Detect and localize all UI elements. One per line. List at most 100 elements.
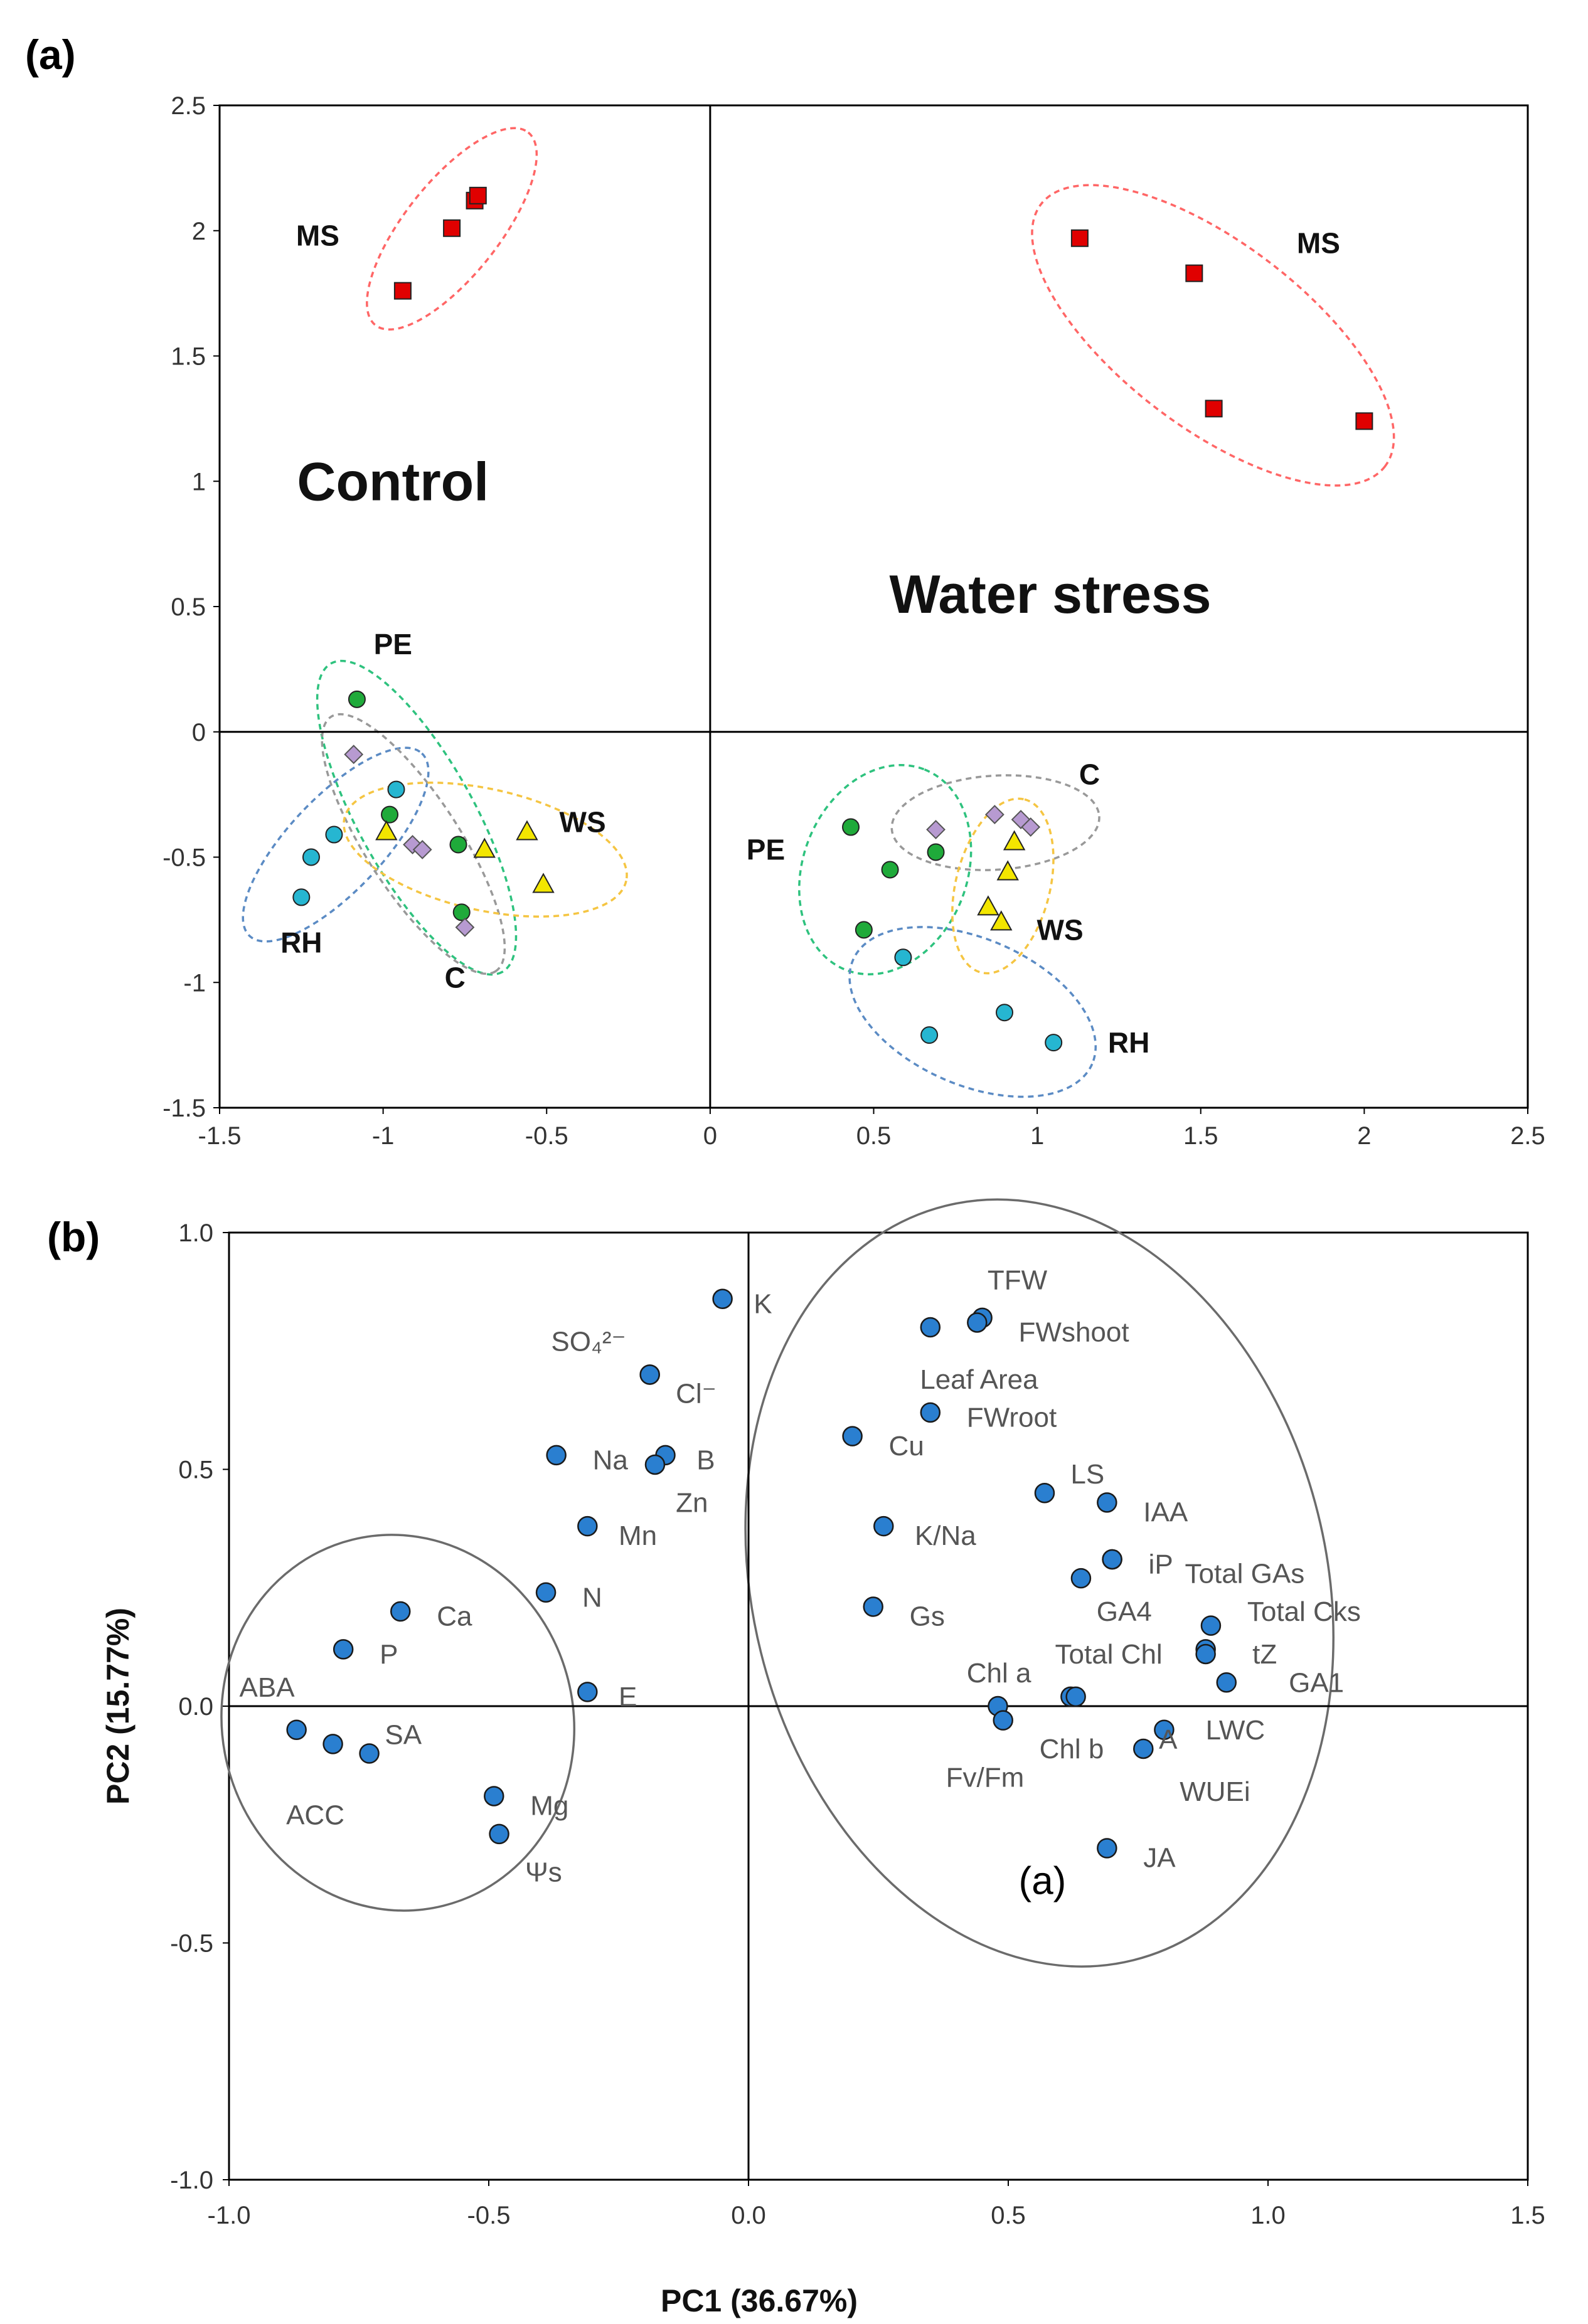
point-ms (1185, 264, 1203, 282)
variable-label-tz: tZ (1252, 1639, 1277, 1670)
panel-a-points (292, 186, 1373, 1052)
variable-point-s (489, 1823, 509, 1845)
variable-point-cu (842, 1426, 863, 1446)
panel-b-letter: (b) (47, 1214, 100, 1260)
variable-label-p: P (380, 1639, 398, 1670)
group-label-ws: WS (560, 806, 606, 839)
point-pe (855, 921, 873, 939)
panel-a-y-tick-label: -0.5 (163, 844, 206, 872)
ellipse-left-group (220, 1534, 576, 1912)
variable-label-fwroot: FWroot (967, 1402, 1057, 1433)
variable-label-k: K (754, 1288, 772, 1319)
ellipse-control-pe (316, 659, 518, 976)
panel-a-y-tick-label: 2.5 (171, 92, 206, 120)
point-c (344, 745, 364, 765)
variable-point-zn (644, 1454, 666, 1475)
point-c (1021, 817, 1041, 837)
point-pe (449, 836, 467, 854)
variable-point-gs (863, 1596, 883, 1617)
variable-point-na (546, 1445, 567, 1466)
group-label-pe: PE (747, 834, 785, 866)
panel-a-x-tick-label: -0.5 (525, 1122, 568, 1150)
variable-label-acc: ACC (286, 1800, 344, 1831)
ellipse-right-group (744, 1198, 1335, 1968)
ellipse-water-stress-rh (848, 926, 1097, 1098)
variable-label-fv-fm: Fv/Fm (946, 1762, 1025, 1793)
point-rh (894, 948, 912, 967)
variable-label-ga1: GA1 (1289, 1667, 1344, 1698)
point-ws (532, 873, 555, 893)
point-ms (469, 186, 487, 204)
variable-label-chl-b: Chl b (1040, 1734, 1104, 1764)
variable-point-total-cks (1200, 1615, 1222, 1636)
variable-label-tfw: TFW (988, 1265, 1048, 1296)
panel-b-y-tick-label: -1.0 (170, 2167, 213, 2194)
point-pe (881, 861, 899, 879)
panel-a-group-labels: MS MS PE PE RH RH C C WS WS (280, 220, 1340, 1059)
panel-b-y-axis-title: PC2 (15.77%) (100, 1608, 136, 1805)
variable-point-tz (1195, 1643, 1216, 1665)
variable-label-chl-a: Chl a (967, 1658, 1031, 1689)
variable-point-ja (1097, 1838, 1117, 1859)
panel-b-cluster-ellipses (220, 1198, 1335, 1968)
variable-label-sa: SA (385, 1719, 422, 1750)
region-label-control: Control (297, 452, 489, 512)
group-label-c: C (445, 961, 466, 994)
variable-label-ja: JA (1143, 1843, 1176, 1874)
variable-label-total-chl: Total Chl (1055, 1639, 1163, 1670)
panel-a-y-tick-label: -1.5 (163, 1095, 206, 1122)
variable-label-s: Ψs (525, 1857, 562, 1887)
point-pe (381, 805, 399, 824)
ellipse-control-rh (242, 746, 430, 943)
panel-a-y-tick-label: 2 (192, 218, 206, 245)
variable-label-leaf-area: Leaf Area (920, 1364, 1038, 1395)
panel-a-region-labels: Control Water stress (297, 452, 1211, 625)
point-ws (1003, 830, 1026, 851)
variable-point-wuei (993, 1710, 1013, 1731)
point-c (984, 805, 1004, 824)
variable-point-total-gas (1102, 1549, 1122, 1570)
point-pe (348, 690, 366, 708)
panel-b-variable-labels: K SO₄²⁻ Cl⁻ Na B Zn Mn N E Ca P ABA SA ACC Mg Ψs TFW FWsh… (240, 1265, 1361, 1888)
variable-label-wuei: WUEi (1180, 1776, 1250, 1807)
point-ws (473, 837, 496, 858)
panel-a-x-tick-label: -1 (372, 1122, 395, 1150)
group-label-ws: WS (1037, 913, 1084, 946)
variable-point-mn (577, 1515, 598, 1537)
panel-a-y-tick-label: 1 (192, 468, 206, 496)
panel-a-x-tick-label: 2 (1357, 1122, 1371, 1150)
variable-label-n: N (582, 1582, 602, 1613)
variable-label-b: B (696, 1445, 715, 1475)
variable-point-aba (286, 1719, 307, 1740)
panel-a-zero-axes (220, 105, 1528, 1108)
variable-point-n (535, 1582, 557, 1603)
variable-point-ga1 (1216, 1672, 1237, 1693)
point-rh (920, 1026, 939, 1044)
point-c (455, 917, 475, 937)
point-pe (452, 903, 471, 921)
panel-a-y-tick-label: 1.5 (171, 343, 206, 371)
variable-point-ga4 (1070, 1568, 1092, 1589)
point-pe (842, 818, 860, 836)
variable-label-lwc: LWC (1206, 1715, 1266, 1746)
panel-a-x-tick-label: 0.5 (856, 1122, 892, 1150)
variable-point-acc (322, 1734, 343, 1754)
panel-b-x-tick-label: 0.5 (991, 2202, 1026, 2229)
point-rh (302, 848, 320, 866)
panel-b-x-axis-title: PC1 (36.67%) (661, 2283, 858, 2318)
ellipse-control-ws (343, 782, 628, 918)
panel-a-x-tick-label: -1.5 (198, 1122, 242, 1150)
point-ms (393, 282, 412, 300)
variable-label-ga4: GA4 (1097, 1596, 1152, 1627)
variable-point-fwshoot (967, 1312, 988, 1333)
point-rh (292, 888, 311, 906)
panel-a-x-tick-label: 2.5 (1510, 1122, 1545, 1150)
variable-point-ls (1034, 1483, 1055, 1504)
group-label-c: C (1079, 758, 1100, 791)
point-c (926, 820, 946, 839)
point-rh (1045, 1034, 1063, 1052)
point-ws (516, 820, 538, 841)
variable-label-zn: Zn (676, 1487, 708, 1518)
group-label-pe: PE (374, 628, 412, 661)
variable-point-fwroot (920, 1402, 941, 1423)
